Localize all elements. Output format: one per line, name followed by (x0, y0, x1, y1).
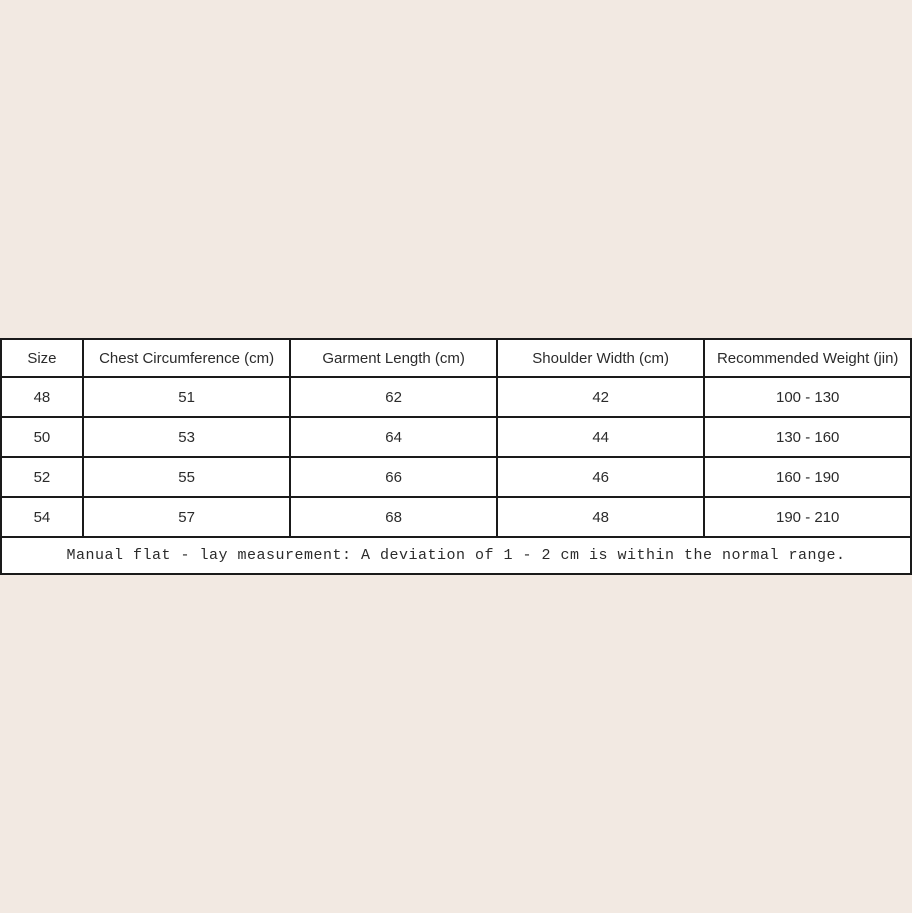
cell-weight: 160 - 190 (703, 456, 912, 498)
table-row: 50 53 64 44 130 - 160 (0, 416, 912, 458)
cell-weight: 100 - 130 (703, 376, 912, 418)
cell-size: 50 (0, 416, 84, 458)
cell-weight: 190 - 210 (703, 496, 912, 538)
cell-weight: 130 - 160 (703, 416, 912, 458)
measurement-footnote: Manual flat - lay measurement: A deviati… (0, 536, 912, 575)
cell-length: 66 (289, 456, 498, 498)
column-header-recommended-weight: Recommended Weight (jin) (703, 338, 912, 378)
cell-length: 64 (289, 416, 498, 458)
table-row: 52 55 66 46 160 - 190 (0, 456, 912, 498)
size-chart-table: Size Chest Circumference (cm) Garment Le… (0, 338, 912, 575)
cell-size: 52 (0, 456, 84, 498)
table-row: 48 51 62 42 100 - 130 (0, 376, 912, 418)
cell-size: 48 (0, 376, 84, 418)
table-row: 54 57 68 48 190 - 210 (0, 496, 912, 538)
cell-shoulder: 46 (495, 456, 706, 498)
cell-length: 62 (289, 376, 498, 418)
header-row: Size Chest Circumference (cm) Garment Le… (0, 338, 912, 378)
cell-chest: 57 (81, 496, 292, 538)
cell-shoulder: 42 (495, 376, 706, 418)
cell-chest: 55 (81, 456, 292, 498)
cell-size: 54 (0, 496, 84, 538)
column-header-chest-circumference: Chest Circumference (cm) (81, 338, 292, 378)
column-header-shoulder-width: Shoulder Width (cm) (495, 338, 706, 378)
cell-shoulder: 44 (495, 416, 706, 458)
cell-shoulder: 48 (495, 496, 706, 538)
cell-chest: 53 (81, 416, 292, 458)
cell-chest: 51 (81, 376, 292, 418)
footnote-row: Manual flat - lay measurement: A deviati… (0, 536, 912, 575)
column-header-size: Size (0, 338, 84, 378)
column-header-garment-length: Garment Length (cm) (289, 338, 498, 378)
cell-length: 68 (289, 496, 498, 538)
